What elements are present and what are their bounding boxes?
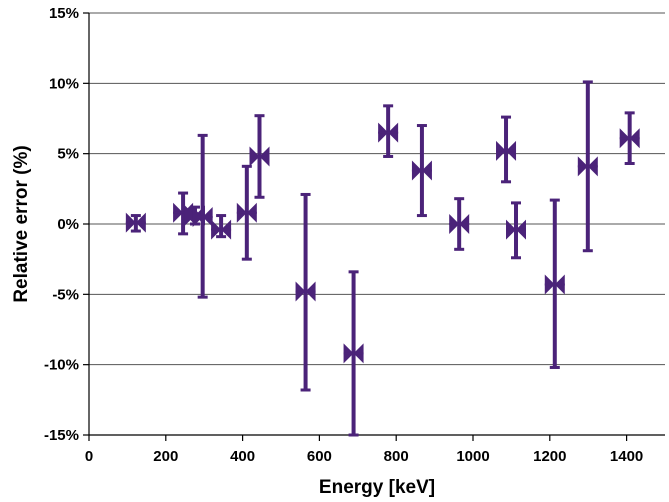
y-tick-label: 10% <box>49 75 79 92</box>
data-point <box>236 164 257 261</box>
x-tick-label: 800 <box>384 448 409 465</box>
x-tick-label: 1000 <box>456 448 489 465</box>
data-point <box>295 192 316 392</box>
y-tick-label: -5% <box>52 286 79 303</box>
data-markers <box>125 80 640 437</box>
data-point <box>619 111 640 166</box>
y-tick-label: -10% <box>44 357 79 374</box>
data-point <box>496 115 517 184</box>
data-point <box>544 198 565 369</box>
data-point <box>192 133 213 299</box>
data-point <box>343 270 364 437</box>
y-axis-title: Relative error (%) <box>11 145 32 302</box>
x-tick-label: 1400 <box>610 448 643 465</box>
data-point <box>506 201 527 260</box>
tick-labels: -15% -10% -5% 0% 5% 10% 15% 0 200 400 600 800 1000 12… <box>44 5 643 465</box>
grid-lines <box>89 12 665 436</box>
x-tick-label: 400 <box>230 448 255 465</box>
x-tick-label: 0 <box>85 448 93 465</box>
x-tick-label: 1200 <box>533 448 566 465</box>
data-point <box>249 114 270 199</box>
y-tick-label: 0% <box>57 216 79 233</box>
x-tick-label: 200 <box>153 448 178 465</box>
data-point <box>378 104 399 158</box>
y-tick-label: -15% <box>44 427 79 444</box>
data-point <box>411 124 432 218</box>
data-point <box>211 214 232 240</box>
data-point <box>449 197 470 251</box>
y-tick-label: 5% <box>57 146 79 163</box>
x-axis-title: Energy [keV] <box>319 477 435 498</box>
y-tick-label: 15% <box>49 5 79 22</box>
data-point <box>125 212 146 233</box>
axes <box>83 12 665 441</box>
x-tick-label: 600 <box>307 448 332 465</box>
data-point <box>577 80 598 253</box>
